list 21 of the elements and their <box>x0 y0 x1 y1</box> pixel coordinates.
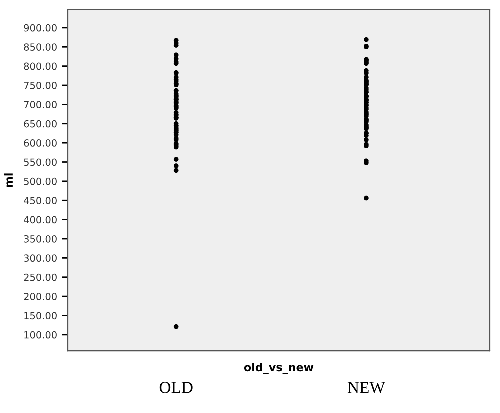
y-tick-label: 200.00 <box>24 293 57 300</box>
y-tick-label: 750.00 <box>24 82 57 90</box>
y-tick-label: 550.00 <box>24 158 57 166</box>
y-tick-label: 700.00 <box>24 101 57 109</box>
x-tick-label: NEW <box>348 382 386 394</box>
y-tick-label: 800.00 <box>24 62 57 70</box>
y-tick-label: 900.00 <box>24 24 57 32</box>
x-axis-title: old_vs_new <box>244 362 314 374</box>
y-tick-label: 600.00 <box>24 140 57 147</box>
y-tick-label: 300.00 <box>24 254 57 262</box>
y-tick-label: 250.00 <box>24 274 57 282</box>
x-tick-label: OLD <box>160 382 193 394</box>
y-tick-label: 350.00 <box>24 235 57 243</box>
y-tick-label: 650.00 <box>24 120 57 128</box>
y-tick-label: 100.00 <box>24 331 57 339</box>
y-tick-label: 850.00 <box>24 44 57 51</box>
y-tick-label: 450.00 <box>24 197 57 204</box>
y-axis-title: ml <box>4 174 13 188</box>
y-tick-label: 150.00 <box>24 312 57 320</box>
y-tick-label: 400.00 <box>24 216 57 224</box>
y-tick-label: 500.00 <box>24 178 57 186</box>
